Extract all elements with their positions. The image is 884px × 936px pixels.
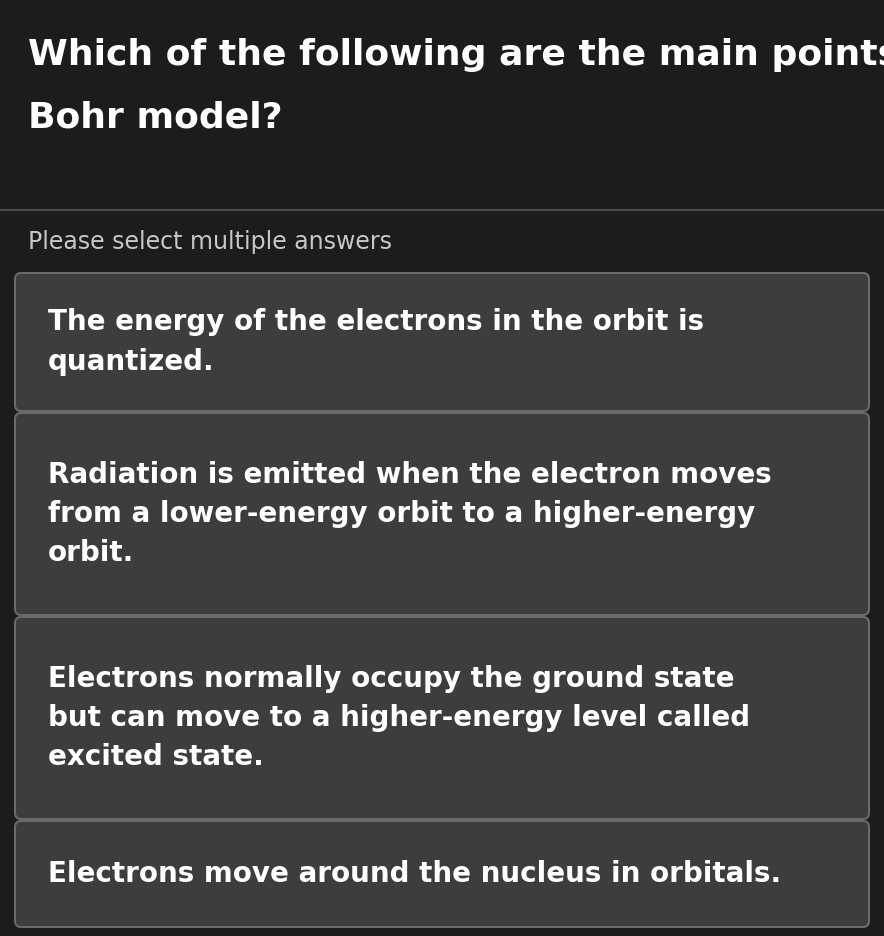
Bar <box>0 0 884 210</box>
FancyBboxPatch shape <box>15 273 869 411</box>
Text: Bohr model?: Bohr model? <box>28 100 283 134</box>
Text: Electrons normally occupy the ground state
but can move to a higher-energy level: Electrons normally occupy the ground sta… <box>48 665 751 771</box>
Text: Please select multiple answers: Please select multiple answers <box>28 230 392 254</box>
FancyBboxPatch shape <box>15 821 869 927</box>
Text: Which of the following are the main points of the: Which of the following are the main poin… <box>28 38 884 72</box>
Text: The energy of the electrons in the orbit is
quantized.: The energy of the electrons in the orbit… <box>48 309 705 375</box>
FancyBboxPatch shape <box>15 413 869 615</box>
Text: Radiation is emitted when the electron moves
from a lower-energy orbit to a high: Radiation is emitted when the electron m… <box>48 461 772 567</box>
Text: Electrons move around the nucleus in orbitals.: Electrons move around the nucleus in orb… <box>48 860 781 888</box>
FancyBboxPatch shape <box>15 617 869 819</box>
